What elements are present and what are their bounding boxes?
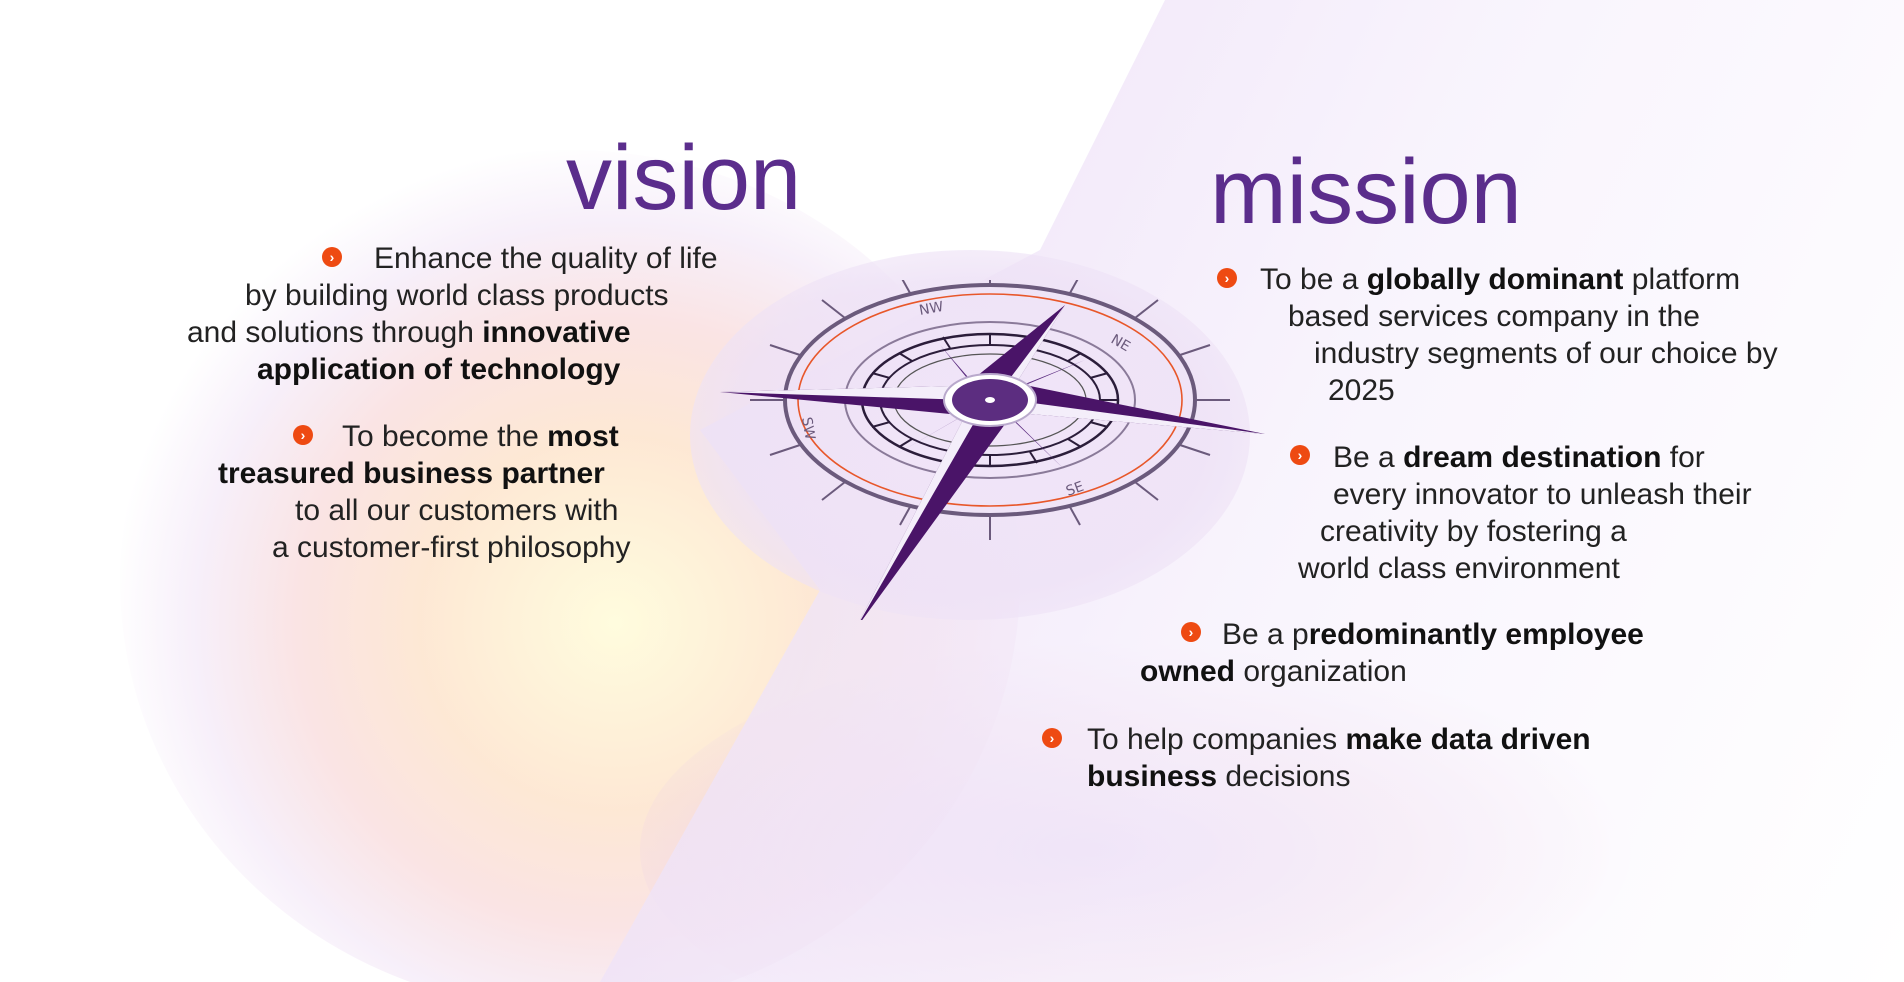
- chevron-right-icon: ›: [1181, 622, 1201, 642]
- mission-item-3-line-1: Be a predominantly employee: [1222, 618, 1644, 651]
- vision-item-1-line-2: by building world class products: [245, 279, 669, 312]
- mission-item-2-line-3: creativity by fostering a: [1320, 515, 1627, 548]
- vision-heading: vision: [566, 127, 802, 229]
- mission-item-3-line-2: owned organization: [1140, 655, 1407, 688]
- vision-item-2-line-2: treasured business partner: [218, 457, 605, 490]
- vision-item-1-line-3: and solutions through innovative: [187, 316, 631, 349]
- mission-item-2-line-4: world class environment: [1298, 552, 1620, 585]
- vision-item-2-line-1: To become the most: [342, 420, 619, 453]
- chevron-right-icon: ›: [293, 425, 313, 445]
- chevron-right-icon: ›: [322, 247, 342, 267]
- vision-item-2-line-3: to all our customers with: [295, 494, 619, 527]
- mission-item-2-line-1: Be a dream destination for: [1333, 441, 1705, 474]
- compass-label-ne: NE: [1108, 332, 1133, 356]
- mission-item-1-line-3: industry segments of our choice by: [1314, 337, 1778, 370]
- mission-item-1-line-4: 2025: [1328, 374, 1395, 407]
- chevron-right-icon: ›: [1217, 268, 1237, 288]
- compass-label-sw: SW: [798, 416, 818, 441]
- compass-label-se: SE: [1064, 479, 1086, 500]
- mission-item-4-line-2: business decisions: [1087, 760, 1351, 793]
- mission-item-4-line-1: To help companies make data driven: [1087, 723, 1591, 756]
- vision-item-1-line-4: application of technology: [257, 353, 621, 386]
- vision-item-1-line-1: Enhance the quality of life: [374, 242, 718, 275]
- chevron-right-icon: ›: [1290, 445, 1310, 465]
- compass-rose-icon: NW NE SW SE: [720, 280, 1265, 620]
- vision-item-2-line-4: a customer-first philosophy: [272, 531, 631, 564]
- mission-item-1-line-1: To be a globally dominant platform: [1260, 263, 1741, 296]
- mission-item-1-line-2: based services company in the: [1288, 300, 1700, 333]
- mission-item-2-line-2: every innovator to unleash their: [1333, 478, 1752, 511]
- chevron-right-icon: ›: [1042, 728, 1062, 748]
- mission-heading: mission: [1210, 141, 1522, 243]
- compass-label-nw: NW: [918, 299, 945, 319]
